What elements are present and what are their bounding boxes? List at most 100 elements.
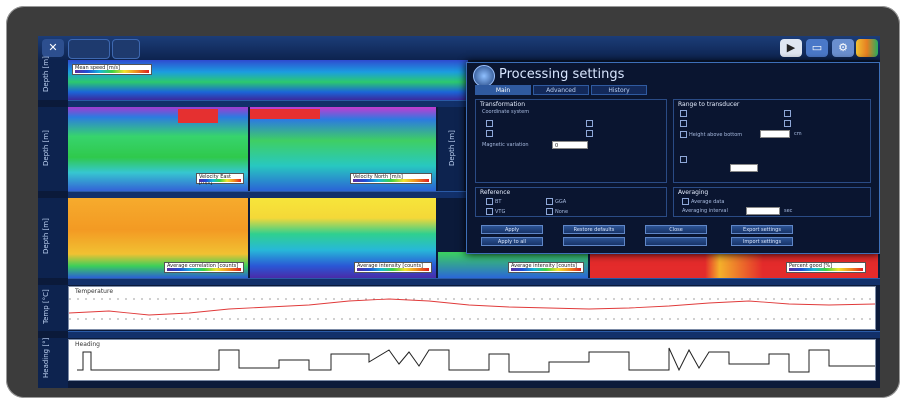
coord-option-3[interactable] bbox=[586, 120, 595, 127]
average-intensity-plot[interactable]: Average intensity [counts] bbox=[250, 198, 436, 278]
range-option-5[interactable] bbox=[680, 156, 689, 163]
dialog-button-blank-2[interactable] bbox=[645, 237, 707, 246]
coord-option-1[interactable] bbox=[486, 120, 495, 127]
range-group: Range to transducer Height above bottom … bbox=[673, 99, 871, 183]
legend-percent-good: Percent good [%] bbox=[786, 262, 866, 273]
dialog-logo-icon bbox=[473, 65, 495, 87]
small-intensity-plot[interactable]: Average intensity [counts] bbox=[438, 252, 588, 278]
temperature-svg bbox=[69, 298, 875, 320]
time-strip-4 bbox=[68, 331, 880, 338]
legend-velocity-north: Velocity North [m/s] bbox=[350, 173, 432, 184]
time-strip-3 bbox=[68, 278, 880, 285]
temperature-graph[interactable]: Temperature bbox=[68, 286, 876, 330]
averaging-interval-input[interactable] bbox=[746, 207, 780, 215]
import-settings-button[interactable]: Import settings bbox=[731, 237, 793, 246]
height-above-bottom-input[interactable] bbox=[760, 130, 790, 138]
apply-button[interactable]: Apply bbox=[481, 225, 543, 234]
legend-correlation: Average correlation [counts] bbox=[164, 262, 244, 273]
coord-option-2[interactable] bbox=[486, 130, 495, 137]
toolbar-button-1[interactable] bbox=[68, 39, 110, 59]
temp-axis bbox=[38, 285, 68, 331]
restore-defaults-button[interactable]: Restore defaults bbox=[563, 225, 625, 234]
reference-option-none-label: None bbox=[555, 209, 569, 215]
tab-main[interactable]: Main bbox=[475, 85, 531, 95]
export-settings-button[interactable]: Export settings bbox=[731, 225, 793, 234]
heading-line bbox=[77, 347, 875, 373]
height-above-bottom-label: Height above bottom bbox=[689, 132, 743, 138]
reference-group: Reference BT VTG GGA None bbox=[475, 187, 667, 217]
range-option-1[interactable] bbox=[680, 110, 689, 117]
window-icon[interactable]: ▭ bbox=[806, 39, 828, 57]
averaging-interval-label: Averaging interval bbox=[682, 208, 728, 214]
top-depth-label: Depth [m] bbox=[42, 56, 50, 92]
mid-axis bbox=[38, 107, 68, 191]
heading-title: Heading bbox=[75, 341, 100, 348]
close-button[interactable]: Close bbox=[645, 225, 707, 234]
range-option-3[interactable] bbox=[680, 120, 689, 127]
play-icon[interactable]: ▶ bbox=[780, 39, 802, 57]
legend-small-intensity: Average intensity [counts] bbox=[508, 262, 584, 273]
app-topbar: ✕ ▶ ▭ ⚙ bbox=[38, 36, 880, 60]
dialog-button-blank[interactable] bbox=[563, 237, 625, 246]
low-depth-label: Depth [m] bbox=[42, 218, 50, 254]
transformation-group: Transformation Coordinate system Magneti… bbox=[475, 99, 667, 183]
range-title: Range to transducer bbox=[678, 101, 740, 108]
toolbar-button-2[interactable] bbox=[112, 39, 140, 59]
mid-right-depth-label: Depth [m] bbox=[448, 130, 456, 166]
reference-option-vtg[interactable]: VTG bbox=[486, 208, 505, 215]
heading-axis bbox=[38, 338, 68, 388]
range-input-2[interactable] bbox=[730, 164, 758, 172]
height-above-bottom-option[interactable]: Height above bottom bbox=[680, 131, 742, 138]
dialog-title: Processing settings bbox=[499, 67, 625, 82]
temp-axis-label: Temp [°C] bbox=[42, 289, 50, 324]
velocity-east-plot[interactable]: Velocity East [m/s] bbox=[68, 107, 248, 191]
average-correlation-plot[interactable]: Average correlation [counts] bbox=[68, 198, 248, 278]
range-option-4[interactable] bbox=[784, 120, 793, 127]
temperature-line bbox=[69, 298, 875, 316]
reference-option-vtg-label: VTG bbox=[495, 209, 506, 215]
heading-svg bbox=[77, 347, 875, 373]
reference-option-bt-label: BT bbox=[495, 199, 502, 205]
coordinate-system-label: Coordinate system bbox=[482, 109, 530, 115]
processing-settings-dialog: Processing settings Main Advanced Histor… bbox=[466, 62, 880, 254]
mid-depth-label: Depth [m] bbox=[42, 130, 50, 166]
heading-axis-label: Heading [°] bbox=[42, 337, 50, 378]
app-screen: ✕ ▶ ▭ ⚙ Depth [m] Mean speed [m/s] Depth… bbox=[38, 36, 880, 388]
settings-icon[interactable]: ⚙ bbox=[832, 39, 854, 57]
range-option-2[interactable] bbox=[784, 110, 793, 117]
apply-to-all-button[interactable]: Apply to all bbox=[481, 237, 543, 246]
tab-history[interactable]: History bbox=[591, 85, 647, 95]
averaging-title: Averaging bbox=[678, 189, 709, 196]
velocity-north-hotspot bbox=[250, 109, 320, 119]
low-axis bbox=[38, 198, 68, 278]
coord-option-4[interactable] bbox=[586, 130, 595, 137]
tab-advanced[interactable]: Advanced bbox=[533, 85, 589, 95]
reference-option-gga[interactable]: GGA bbox=[546, 198, 566, 205]
averaging-interval-unit: sec bbox=[784, 208, 793, 214]
app-logo-icon: ✕ bbox=[42, 39, 64, 57]
legend-velocity-east: Velocity East [m/s] bbox=[196, 173, 244, 186]
velocity-east-hotspot bbox=[178, 109, 218, 123]
stats-icon[interactable] bbox=[856, 39, 878, 57]
reference-option-gga-label: GGA bbox=[555, 199, 567, 205]
temperature-title: Temperature bbox=[75, 288, 114, 295]
average-data-label: Average data bbox=[691, 199, 725, 205]
average-data-checkbox[interactable]: Average data bbox=[682, 198, 724, 205]
heading-graph[interactable]: Heading bbox=[68, 339, 876, 381]
top-axis bbox=[38, 60, 68, 100]
transformation-title: Transformation bbox=[480, 101, 526, 108]
reference-option-bt[interactable]: BT bbox=[486, 198, 501, 205]
magnetic-variation-label: Magnetic variation bbox=[482, 142, 529, 148]
percent-good-plot[interactable]: Percent good [%] bbox=[590, 252, 878, 278]
mean-speed-plot[interactable]: Mean speed [m/s] bbox=[68, 60, 468, 100]
averaging-group: Averaging Average data Averaging interva… bbox=[673, 187, 871, 217]
height-unit: cm bbox=[794, 131, 802, 137]
reference-option-none[interactable]: None bbox=[546, 208, 568, 215]
mid-right-axis bbox=[438, 107, 464, 191]
legend-intensity: Average intensity [counts] bbox=[354, 262, 432, 273]
magnetic-variation-input[interactable]: 0 bbox=[552, 141, 588, 149]
velocity-north-plot[interactable]: Velocity North [m/s] bbox=[250, 107, 436, 191]
legend-top: Mean speed [m/s] bbox=[72, 64, 152, 75]
device-frame: ✕ ▶ ▭ ⚙ Depth [m] Mean speed [m/s] Depth… bbox=[6, 6, 900, 398]
reference-title: Reference bbox=[480, 189, 511, 196]
